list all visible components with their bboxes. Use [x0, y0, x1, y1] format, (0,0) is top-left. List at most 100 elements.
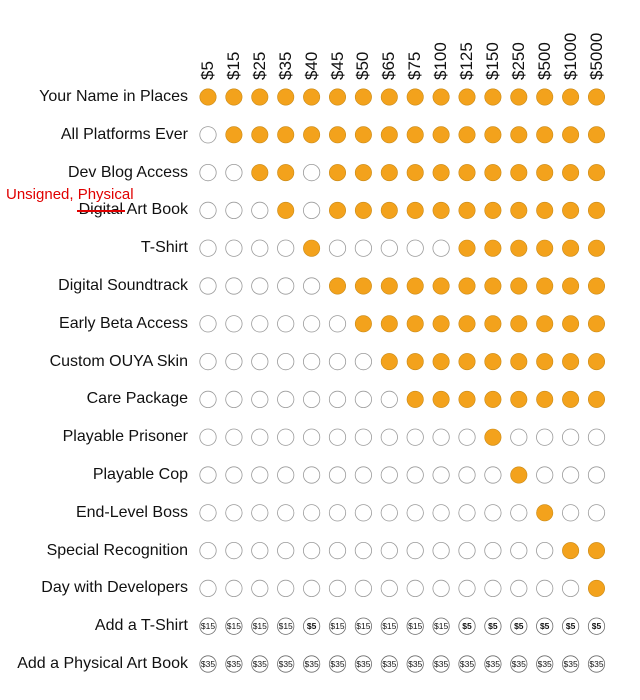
cell-dot — [587, 390, 605, 408]
cell-r13-c5 — [328, 579, 347, 598]
cell-dot — [536, 655, 554, 673]
cell-dot — [458, 88, 476, 106]
cell-dot — [536, 579, 554, 598]
cell-dot — [561, 428, 580, 446]
cell-dot — [458, 655, 476, 673]
cell-dot — [302, 541, 321, 560]
cell-r7-c11 — [484, 353, 502, 371]
cell-r9-c5 — [328, 428, 347, 446]
cell-r6-c1 — [225, 315, 243, 333]
cell-r11-c1 — [225, 504, 243, 522]
cell-dot — [380, 617, 398, 635]
cell-dot — [225, 504, 243, 522]
cell-r11-c3 — [277, 504, 295, 522]
cell-r5-c11 — [484, 277, 502, 295]
cell-r4-c14 — [562, 239, 580, 257]
cell-dot — [302, 579, 321, 598]
cell-dot — [225, 201, 243, 219]
cell-dot — [302, 352, 321, 371]
cell-dot — [328, 390, 347, 408]
addon-price-label: $15 — [330, 621, 344, 631]
row-label-digital-soundtrack: Digital Soundtrack — [58, 277, 188, 294]
cell-r11-c14 — [561, 504, 580, 522]
cell-dot — [380, 504, 398, 522]
cell-dot — [302, 277, 321, 295]
cell-dot — [328, 164, 346, 182]
cell-dot — [510, 655, 528, 673]
cell-dot — [406, 655, 424, 673]
cell-dot — [432, 277, 450, 295]
cell-r10-c12 — [510, 466, 528, 484]
cell-r2-c7 — [380, 164, 398, 182]
cell-r11-c9 — [432, 504, 450, 522]
cell-r3-c11 — [484, 201, 502, 219]
cell-r4-c13 — [536, 239, 554, 257]
cell-dot — [562, 315, 580, 333]
cell-dot — [251, 315, 269, 333]
cell-r7-c10 — [458, 353, 476, 371]
cell-r8-c1 — [225, 390, 243, 408]
addon-price-label: $5 — [307, 621, 317, 631]
cell-r14-c9: $15 — [432, 617, 450, 635]
cell-dot — [380, 277, 398, 295]
row-label-day-with-developers: Day with Developers — [41, 579, 188, 597]
cell-dot — [354, 352, 372, 371]
cell-dot — [225, 239, 243, 257]
cell-dot — [225, 428, 243, 446]
cell-r2-c11 — [484, 164, 502, 182]
cell-dot — [484, 428, 502, 446]
cell-r0-c12 — [510, 88, 528, 106]
addon-price-label: $35 — [564, 659, 578, 669]
cell-dot — [432, 164, 450, 182]
row-label-custom-ouya-skin: Custom OUYA Skin — [49, 352, 188, 370]
cell-dot — [225, 541, 243, 560]
cell-r2-c5 — [328, 164, 346, 182]
cell-r2-c8 — [406, 164, 424, 182]
cell-dot — [199, 352, 217, 371]
cell-dot — [328, 315, 347, 333]
cell-r12-c6 — [354, 541, 372, 560]
cell-r5-c0 — [199, 277, 217, 295]
cell-r8-c13 — [536, 390, 554, 408]
cell-r7-c2 — [251, 352, 269, 371]
cell-r8-c9 — [432, 390, 450, 408]
cell-dot — [225, 88, 243, 106]
cell-r15-c1: $35 — [225, 655, 243, 673]
cell-dot — [406, 353, 424, 371]
row-label-end-level-boss: End-Level Boss — [75, 503, 188, 521]
addon-price-label: $35 — [460, 659, 474, 669]
cell-r8-c2 — [251, 390, 269, 408]
cell-r12-c8 — [406, 541, 424, 560]
addon-price-label: $35 — [330, 659, 344, 669]
cell-r0-c13 — [536, 88, 554, 106]
cell-r10-c9 — [432, 466, 450, 484]
cell-r8-c15 — [587, 390, 605, 408]
cell-r0-c8 — [406, 88, 424, 106]
cell-dot — [380, 164, 398, 182]
cell-r4-c1 — [225, 239, 243, 257]
addon-price-label: $35 — [538, 659, 552, 669]
cell-dot — [510, 201, 528, 219]
cell-dot — [458, 201, 476, 219]
row-label-early-beta-access: Early Beta Access — [59, 314, 188, 332]
addon-price-label: $35 — [512, 659, 526, 669]
addon-price-label: $5 — [514, 621, 524, 631]
cell-dot — [328, 541, 347, 560]
cell-dot — [587, 88, 605, 106]
cell-dot — [354, 390, 372, 408]
cell-r10-c5 — [328, 466, 347, 484]
cell-dot — [277, 88, 295, 106]
cell-r0-c11 — [484, 88, 502, 106]
cell-r3-c13 — [536, 201, 554, 219]
cell-dot — [199, 428, 217, 446]
cell-dot — [303, 239, 321, 257]
cell-dot — [328, 504, 347, 522]
cell-dot — [587, 504, 606, 522]
cell-r2-c13 — [536, 164, 554, 182]
cell-r14-c14: $5 — [561, 617, 580, 635]
cell-r10-c14 — [561, 466, 580, 484]
cell-dot — [251, 617, 269, 635]
cell-r0-c15 — [587, 88, 605, 106]
cell-r5-c3 — [277, 277, 295, 295]
